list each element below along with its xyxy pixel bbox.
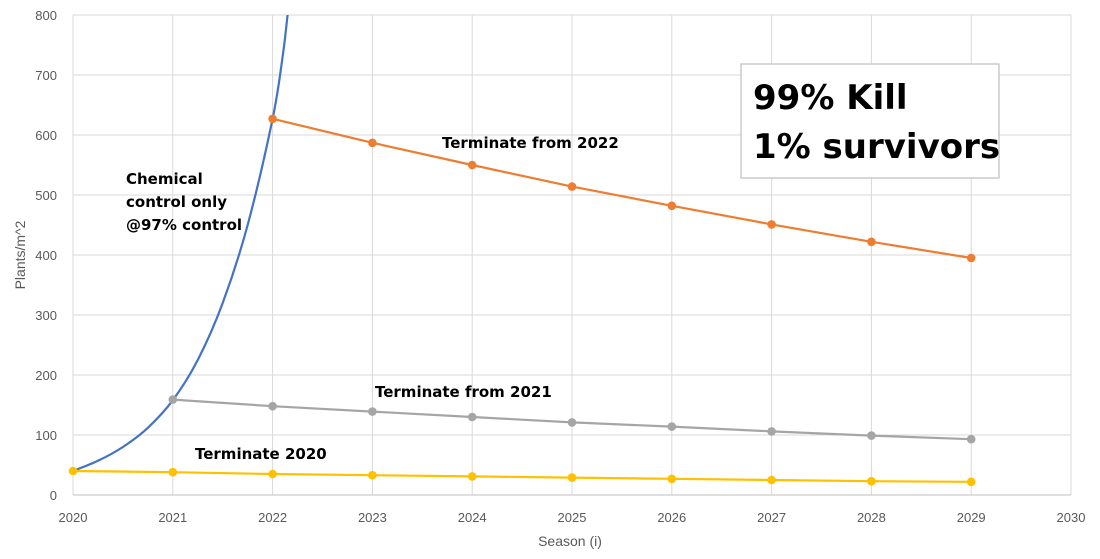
- y-tick-label: 700: [35, 68, 57, 83]
- data-point: [467, 472, 477, 481]
- data-point: [368, 138, 377, 148]
- x-tick-label: 2026: [657, 510, 686, 525]
- x-tick-label: 2025: [558, 510, 587, 525]
- data-point: [168, 395, 178, 404]
- data-point: [567, 473, 577, 482]
- y-tick-label: 400: [35, 248, 57, 263]
- y-tick-label: 0: [50, 488, 57, 503]
- x-tick-label: 2029: [957, 510, 986, 525]
- y-tick-label: 600: [35, 128, 57, 143]
- data-point: [966, 477, 976, 487]
- series-line-0: [71, 15, 289, 473]
- y-tick-label: 500: [35, 188, 57, 203]
- data-point: [368, 470, 377, 480]
- annotation-line: @97% control: [126, 216, 242, 234]
- callout-line: 1% survivors: [753, 127, 1000, 167]
- x-tick-label: 2020: [59, 510, 88, 525]
- data-point: [567, 182, 577, 191]
- data-point: [867, 476, 876, 486]
- callout-line: 99% Kill: [753, 78, 908, 118]
- data-point: [867, 431, 876, 440]
- annotation-terminate-from-2021: Terminate from 2021: [375, 383, 552, 401]
- x-tick-label: 2022: [258, 510, 287, 525]
- series-line-1: [271, 117, 973, 260]
- data-point: [567, 418, 577, 427]
- data-point: [966, 253, 976, 263]
- data-point: [68, 466, 78, 476]
- x-tick-label: 2023: [358, 510, 387, 525]
- data-point: [268, 469, 277, 479]
- series-line-3: [71, 469, 973, 483]
- data-point: [467, 412, 477, 422]
- data-point: [667, 474, 677, 484]
- annotation-line: control only: [126, 193, 227, 211]
- data-point: [767, 220, 776, 229]
- x-tick-label: 2027: [757, 510, 786, 525]
- data-point: [667, 201, 677, 211]
- y-tick-label: 200: [35, 368, 57, 383]
- data-point: [867, 237, 876, 247]
- axes: 0 100 200 300 400 500 600 700 800 2020 2021 2022 202…: [35, 8, 1085, 525]
- y-axis-title: Plants/m^2: [12, 220, 28, 289]
- y-tick-label: 800: [35, 8, 57, 23]
- annotation-line: Chemical: [126, 170, 203, 188]
- annotation-terminate-2020: Terminate 2020: [195, 445, 327, 463]
- x-axis-title: Season (i): [538, 533, 602, 549]
- data-point: [268, 401, 277, 411]
- x-tick-label: 2028: [857, 510, 886, 525]
- x-tick-label: 2021: [158, 510, 187, 525]
- callout-box: 99% Kill 1% survivors: [740, 63, 1000, 179]
- data-point: [767, 475, 776, 485]
- annotation-chemical-control: Chemical control only @97% control: [126, 170, 242, 234]
- data-point: [368, 407, 377, 416]
- data-point: [767, 427, 776, 436]
- annotation-terminate-from-2022: Terminate from 2022: [442, 134, 619, 152]
- data-point: [168, 467, 178, 477]
- data-point: [667, 422, 677, 431]
- x-tick-label: 2024: [458, 510, 487, 525]
- data-point: [966, 434, 976, 444]
- data-point: [467, 160, 477, 170]
- x-tick-label: 2030: [1057, 510, 1086, 525]
- y-tick-label: 300: [35, 308, 57, 323]
- data-points: [68, 114, 976, 487]
- data-point: [268, 114, 277, 124]
- y-tick-label: 100: [35, 428, 57, 443]
